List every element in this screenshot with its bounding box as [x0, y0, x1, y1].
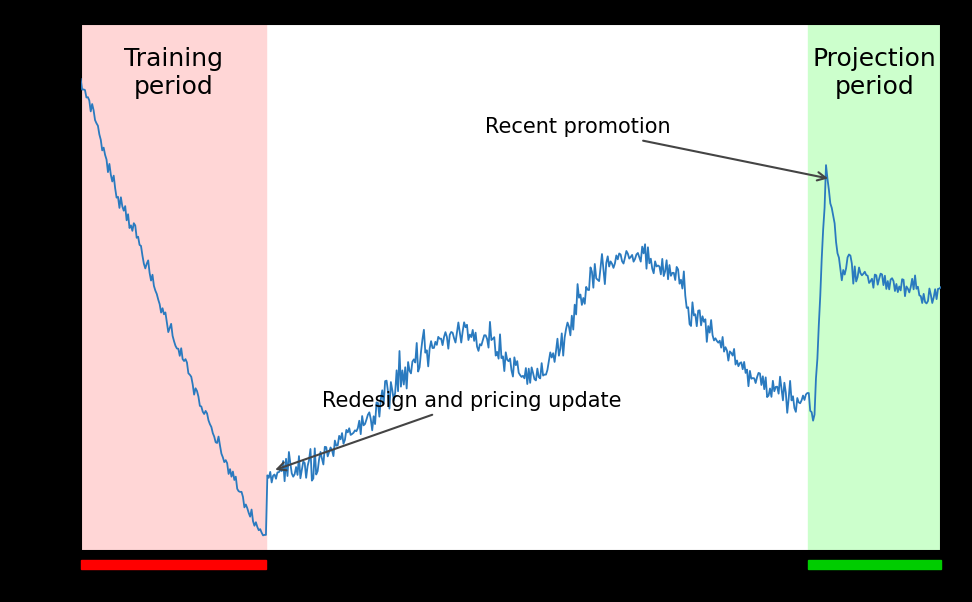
Bar: [808, 560, 941, 569]
Bar: [808, 24, 941, 551]
Text: Training
period: Training period: [123, 48, 223, 99]
Bar: [81, 560, 265, 569]
Text: Projection
period: Projection period: [813, 48, 936, 99]
Text: Recent promotion: Recent promotion: [485, 117, 826, 181]
Bar: [81, 24, 265, 551]
Text: Redesign and pricing update: Redesign and pricing update: [277, 391, 621, 470]
